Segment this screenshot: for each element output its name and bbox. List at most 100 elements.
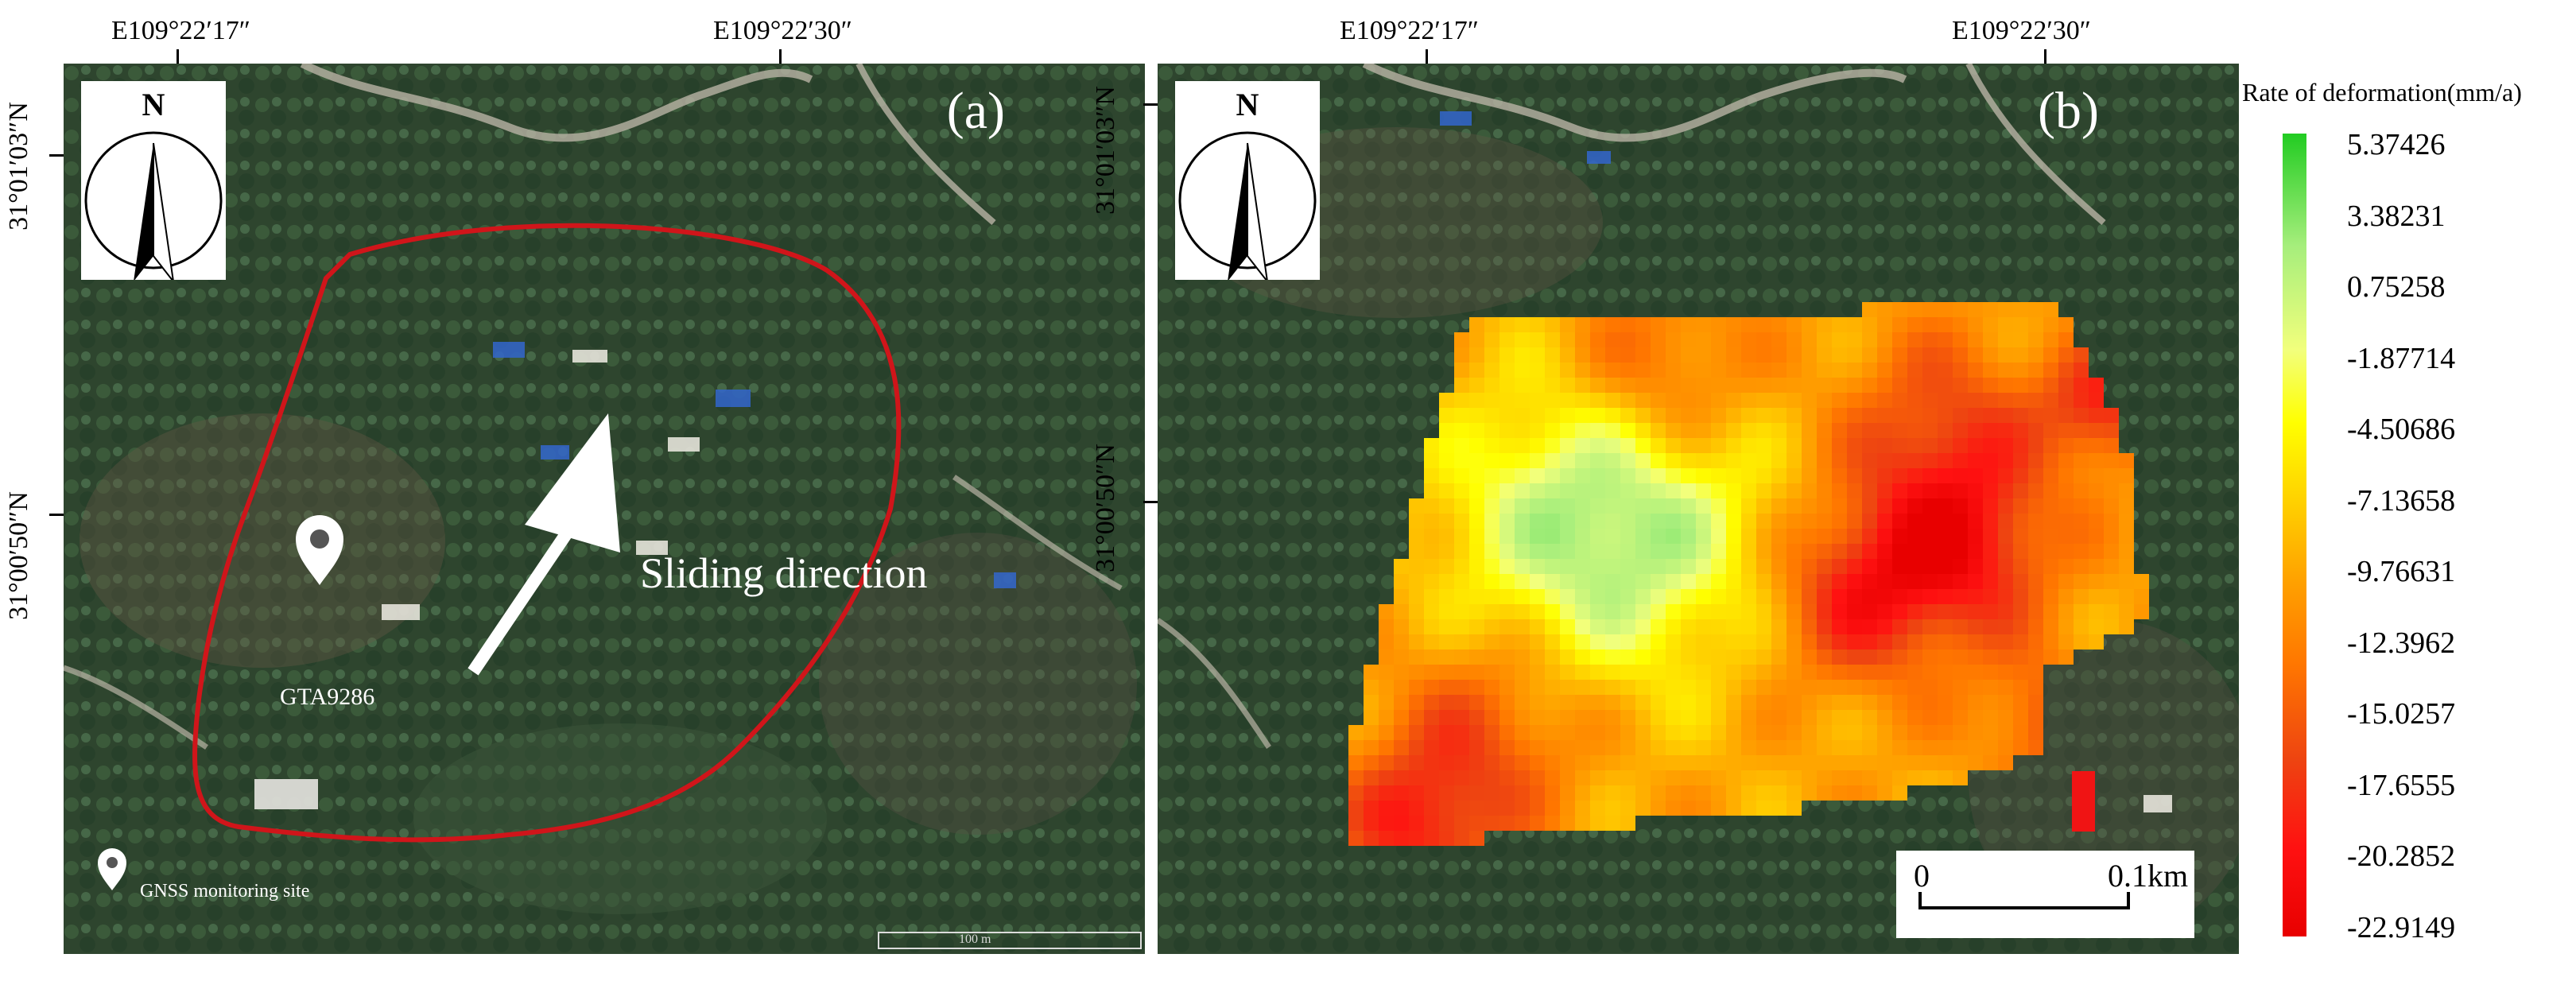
- raster-cell: [1364, 695, 1379, 710]
- raster-cell: [1575, 378, 1590, 393]
- raster-cell: [1711, 619, 1726, 634]
- raster-cell: [1771, 453, 1787, 468]
- raster-cell: [2089, 604, 2104, 619]
- raster-cell: [1771, 710, 1787, 725]
- raster-cell: [1590, 649, 1605, 665]
- raster-cell: [1847, 544, 1862, 559]
- raster-cell: [1515, 801, 1530, 816]
- raster-cell: [1651, 665, 1666, 680]
- raster-cell: [1938, 725, 1953, 740]
- raster-cell: [1590, 801, 1605, 816]
- raster-cell: [1892, 483, 1907, 498]
- raster-cell: [1741, 483, 1756, 498]
- raster-cell: [1590, 332, 1605, 347]
- raster-cell: [1862, 589, 1877, 604]
- raster-cell: [1364, 680, 1379, 695]
- raster-cell: [1454, 559, 1469, 574]
- panel-letter-a: (a): [946, 82, 1005, 140]
- raster-cell: [1454, 529, 1469, 544]
- raster-cell: [1530, 529, 1545, 544]
- raster-cell: [1545, 393, 1560, 408]
- raster-cell: [1394, 619, 1409, 634]
- raster-cell: [1560, 634, 1575, 649]
- raster-cell: [1696, 680, 1711, 695]
- raster-cell: [1575, 559, 1590, 574]
- raster-cell: [1832, 317, 1847, 332]
- raster-cell: [1620, 665, 1635, 680]
- raster-cell: [1409, 634, 1424, 649]
- raster-cell: [1998, 649, 2013, 665]
- raster-cell: [1484, 378, 1499, 393]
- raster-cell: [1454, 785, 1469, 801]
- raster-cell: [1756, 770, 1771, 785]
- raster-cell: [2089, 423, 2104, 438]
- raster-cell: [2043, 438, 2058, 453]
- raster-cell: [2013, 619, 2028, 634]
- raster-cell: [1560, 347, 1575, 363]
- raster-cell: [1907, 725, 1922, 740]
- raster-cell: [2119, 574, 2134, 589]
- raster-cell: [1756, 332, 1771, 347]
- raster-cell: [1484, 332, 1499, 347]
- raster-cell: [1439, 740, 1454, 755]
- raster-cell: [2013, 695, 2028, 710]
- raster-cell: [1787, 408, 1802, 423]
- raster-cell: [1922, 770, 1938, 785]
- raster-cell: [1620, 785, 1635, 801]
- raster-cell: [1424, 680, 1439, 695]
- raster-cell: [1635, 363, 1651, 378]
- raster-cell: [1983, 589, 1998, 604]
- raster-cell: [1832, 332, 1847, 347]
- raster-cell: [1651, 740, 1666, 755]
- raster-cell: [1530, 816, 1545, 831]
- raster-cell: [1484, 816, 1499, 831]
- raster-cell: [1953, 363, 1968, 378]
- raster-cell: [1590, 544, 1605, 559]
- raster-cell: [1499, 619, 1515, 634]
- raster-cell: [1635, 680, 1651, 695]
- raster-cell: [1515, 559, 1530, 574]
- raster-cell: [1696, 755, 1711, 770]
- gnss-station-marker: [296, 515, 343, 585]
- raster-cell: [1499, 665, 1515, 680]
- lon-label-b-left: E109°22′17″: [1340, 16, 1479, 45]
- raster-cell: [1484, 770, 1499, 785]
- raster-cell: [2089, 483, 2104, 498]
- lat-tick: [1143, 501, 1158, 503]
- raster-cell: [1968, 347, 1983, 363]
- raster-cell: [1651, 801, 1666, 816]
- deformation-raster: [1348, 302, 2149, 846]
- raster-cell: [2074, 498, 2089, 514]
- raster-cell: [1364, 740, 1379, 755]
- raster-cell: [1499, 317, 1515, 332]
- raster-cell: [2074, 393, 2089, 408]
- raster-cell: [1862, 695, 1877, 710]
- raster-cell: [1666, 559, 1681, 574]
- raster-cell: [2058, 317, 2074, 332]
- raster-cell: [1832, 589, 1847, 604]
- raster-cell: [1469, 347, 1484, 363]
- raster-cell: [1817, 483, 1832, 498]
- raster-cell: [1515, 740, 1530, 755]
- raster-cell: [1515, 725, 1530, 740]
- raster-cell: [2043, 619, 2058, 634]
- raster-cell: [1711, 498, 1726, 514]
- raster-cell: [1802, 665, 1817, 680]
- raster-cell: [1847, 604, 1862, 619]
- raster-cell: [1953, 378, 1968, 393]
- raster-cell: [1907, 332, 1922, 347]
- raster-cell: [1998, 438, 2013, 453]
- raster-cell: [1681, 574, 1696, 589]
- raster-cell: [1681, 317, 1696, 332]
- raster-cell: [1817, 665, 1832, 680]
- raster-cell: [1983, 438, 1998, 453]
- raster-cell: [1439, 604, 1454, 619]
- raster-cell: [1651, 332, 1666, 347]
- raster-cell: [1484, 317, 1499, 332]
- raster-cell: [1741, 680, 1756, 695]
- raster-cell: [2074, 438, 2089, 453]
- raster-cell: [1364, 801, 1379, 816]
- raster-cell: [2013, 453, 2028, 468]
- raster-cell: [1741, 393, 1756, 408]
- raster-cell: [1424, 801, 1439, 816]
